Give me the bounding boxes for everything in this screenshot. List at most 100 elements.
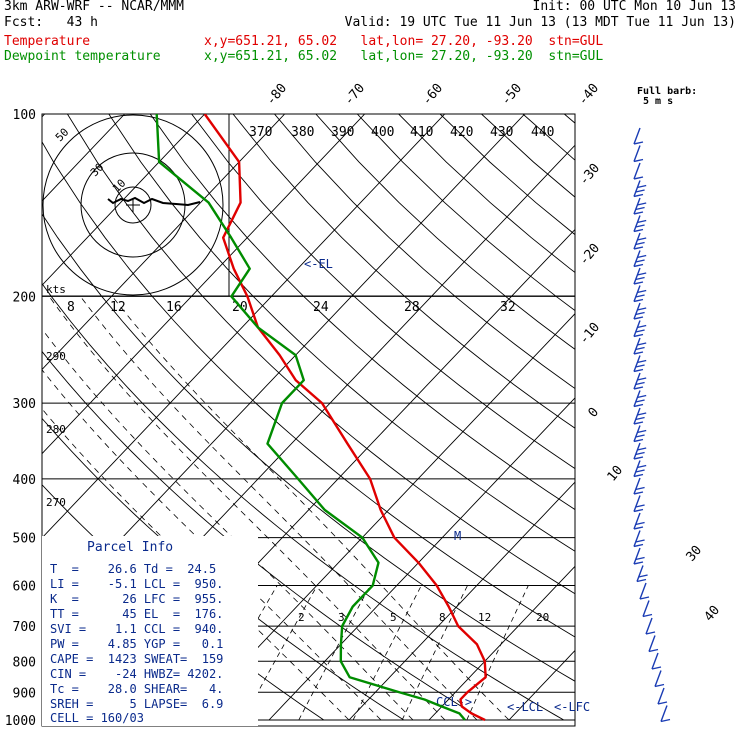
wind-barb-flag: [633, 351, 644, 355]
wind-barb-staff: [633, 547, 641, 565]
wind-barb-staff: [633, 407, 641, 425]
dry-adiabat-line: [191, 114, 575, 470]
wind-barb-flag: [635, 329, 645, 333]
dry-adiabat-line: [149, 114, 575, 511]
theta-label: 420: [450, 125, 473, 140]
wind-barb-flag: [637, 412, 647, 416]
pressure-tick-label: 300: [13, 397, 36, 412]
wind-barb-flag: [635, 381, 645, 386]
speed-tick-label: 32: [500, 300, 516, 315]
parcel-info-row: SREH = 5 LAPSE= 6.9: [50, 697, 223, 711]
wind-barb-flag: [637, 394, 647, 399]
wind-barb-flag: [638, 574, 648, 578]
wind-barb-staff: [633, 390, 641, 407]
wind-barb-flag: [635, 294, 645, 298]
dry-adiabat-line: [315, 114, 575, 350]
theta-label: 430: [490, 125, 513, 140]
wind-barb-flag: [635, 521, 645, 526]
wind-barb-flag: [635, 346, 645, 351]
dry-adiabat-line: [439, 114, 575, 236]
station-info-dewpoint: x,y=651.21, 65.02 lat,lon= 27.20, -93.20…: [204, 49, 604, 64]
wind-barb-staff: [633, 442, 641, 460]
wind-barb-flag: [642, 613, 653, 618]
wind-barb-flag: [635, 311, 645, 316]
wind-barb-staff: [633, 530, 641, 547]
wind-barb-flag: [637, 237, 647, 241]
moist-adiabat-line: [112, 296, 510, 721]
theta-left-label: 270: [46, 496, 66, 509]
parcel-info-row: Tc = 28.0 SHEAR= 4.: [50, 682, 223, 696]
wind-barb-flag: [636, 578, 647, 583]
parcel-info-panel: Parcel Info T = 26.6 Td = 24.5 LI = -5.1…: [42, 536, 258, 726]
wind-barb-flag: [654, 683, 665, 688]
lcl-marker: <-LCL: [507, 700, 543, 714]
legend-temperature: Temperature: [4, 34, 91, 49]
dry-adiabat-line: [564, 114, 575, 124]
isotherm-labels: -80 -70 -60 -50 -40 -30 -20 -10 0 10 30 …: [264, 81, 724, 625]
dry-adiabat-line: [42, 213, 575, 682]
wind-barb-flag: [635, 451, 645, 456]
isotherm-label: 0: [586, 405, 603, 421]
wind-barb-flag: [637, 272, 647, 276]
mixing-ratio-line: [352, 585, 422, 721]
wind-barb-flag: [633, 368, 644, 373]
speed-tick-label: 28: [404, 300, 420, 315]
pressure-tick-label: 500: [13, 532, 36, 547]
wind-barb-staff: [633, 302, 641, 320]
wind-barb-flag: [635, 399, 645, 403]
parcel-info-row: TT = 45 EL = 176.: [50, 607, 223, 621]
wind-barb-staff: [654, 670, 662, 687]
wind-barb-flag: [637, 307, 647, 311]
wind-barb-staff: [660, 705, 668, 722]
wind-barb-flag: [633, 508, 644, 513]
mixing-ratio-label: 20: [536, 611, 549, 624]
wind-barb-flag: [633, 456, 644, 460]
mixing-ratio-label: 12: [478, 611, 491, 624]
isotherm-line: [268, 397, 575, 721]
wind-barb-staff: [645, 617, 653, 635]
isotherm-label: -40: [576, 81, 603, 109]
wind-barb-flag: [645, 631, 656, 635]
wind-barb-flag: [637, 219, 647, 224]
wind-barb-flag: [633, 543, 644, 548]
wind-barb-flag: [639, 596, 650, 600]
wind-barb-flag: [637, 254, 647, 259]
wind-barb-staff: [642, 600, 650, 617]
init-time: Init: 00 UTC Mon 10 Jun 13: [532, 0, 737, 14]
wind-barb-flag: [633, 386, 644, 390]
wind-barb-flag: [635, 241, 645, 246]
wind-barb-flag: [637, 429, 647, 434]
mixing-ratio-label: 5: [390, 611, 397, 624]
wind-barb-flag: [635, 224, 645, 228]
mixing-ratio-label: 3: [338, 611, 345, 624]
wind-barb-flag: [637, 289, 647, 294]
wind-barb-staff: [633, 337, 641, 355]
wind-barb-flag: [633, 473, 644, 478]
wind-barb-flag: [635, 556, 645, 561]
wind-barb-staff: [633, 145, 641, 162]
theta-label: 380: [291, 125, 314, 140]
hodograph-ring-50: [42, 114, 224, 296]
wind-barb-staff: [633, 215, 641, 232]
dry-adiabat-line: [108, 114, 575, 552]
isotherm-label: -80: [264, 81, 291, 109]
pressure-tick-label: 800: [13, 655, 36, 670]
wind-barb-flag: [633, 263, 644, 268]
speed-tick-label: 12: [110, 300, 126, 315]
pressure-tick-label: 600: [13, 580, 36, 595]
wind-barb-flag: [651, 666, 662, 670]
wind-barb-flag: [637, 359, 647, 364]
wind-barb-staff: [633, 127, 641, 145]
barb-key: Full barb: 5 m s: [637, 86, 697, 107]
pressure-tick-label: 700: [13, 620, 36, 635]
forecast-hour: Fcst: 43 h: [4, 15, 98, 30]
parcel-info-row: K = 26 LFC = 955.: [50, 592, 223, 606]
wind-barb-staff: [633, 425, 641, 442]
dry-adiabat-line: [274, 114, 575, 390]
isotherm-line: [669, 114, 740, 720]
wind-barb-staff: [633, 477, 641, 495]
barb-key-units: 5 m s: [643, 96, 673, 107]
dewpoint-trace: [155, 114, 466, 721]
theta-label: 400: [371, 125, 394, 140]
wind-barb-staff: [633, 460, 641, 477]
